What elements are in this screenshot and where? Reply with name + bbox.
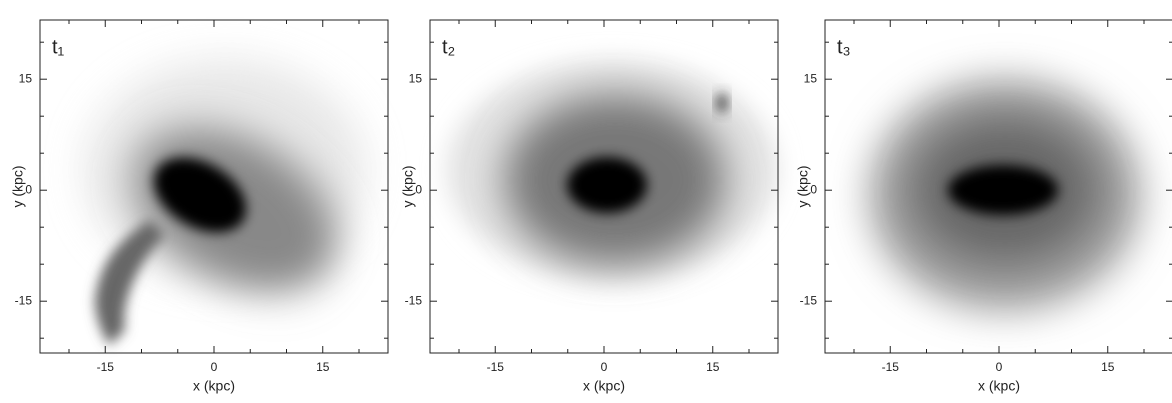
x-tick-label: 0 (601, 360, 608, 374)
y-tick-label: -15 (800, 293, 818, 307)
y-tick-label: 0 (415, 182, 422, 196)
y-tick-label: 0 (810, 182, 817, 196)
y-tick-label: 15 (19, 71, 33, 85)
x-tick-label: 0 (996, 360, 1003, 374)
x-axis-label: x (kpc) (583, 378, 625, 394)
y-tick-label: 0 (25, 182, 32, 196)
y-tick-label: -15 (405, 293, 423, 307)
x-tick-label: -15 (882, 360, 900, 374)
density-image (870, 80, 1140, 310)
x-tick-label: -15 (97, 360, 115, 374)
x-axis-label: x (kpc) (193, 378, 235, 394)
y-tick-label: -15 (15, 293, 33, 307)
density-image (447, 60, 777, 280)
y-axis-label: y (kpc) (10, 166, 26, 208)
x-tick-label: 15 (316, 360, 330, 374)
x-tick-label: 15 (1101, 360, 1115, 374)
y-tick-label: 15 (804, 71, 818, 85)
x-axis-label: x (kpc) (978, 378, 1020, 394)
y-axis-label: y (kpc) (795, 166, 811, 208)
panel-label: t₂ (442, 36, 455, 58)
density-image (85, 60, 365, 345)
y-axis-label: y (kpc) (400, 166, 416, 208)
y-tick-label: 15 (409, 71, 423, 85)
x-tick-label: 15 (706, 360, 720, 374)
x-tick-label: 0 (211, 360, 218, 374)
panel-label: t₃ (837, 36, 851, 58)
panel-label: t₁ (52, 36, 65, 58)
x-tick-label: -15 (487, 360, 505, 374)
